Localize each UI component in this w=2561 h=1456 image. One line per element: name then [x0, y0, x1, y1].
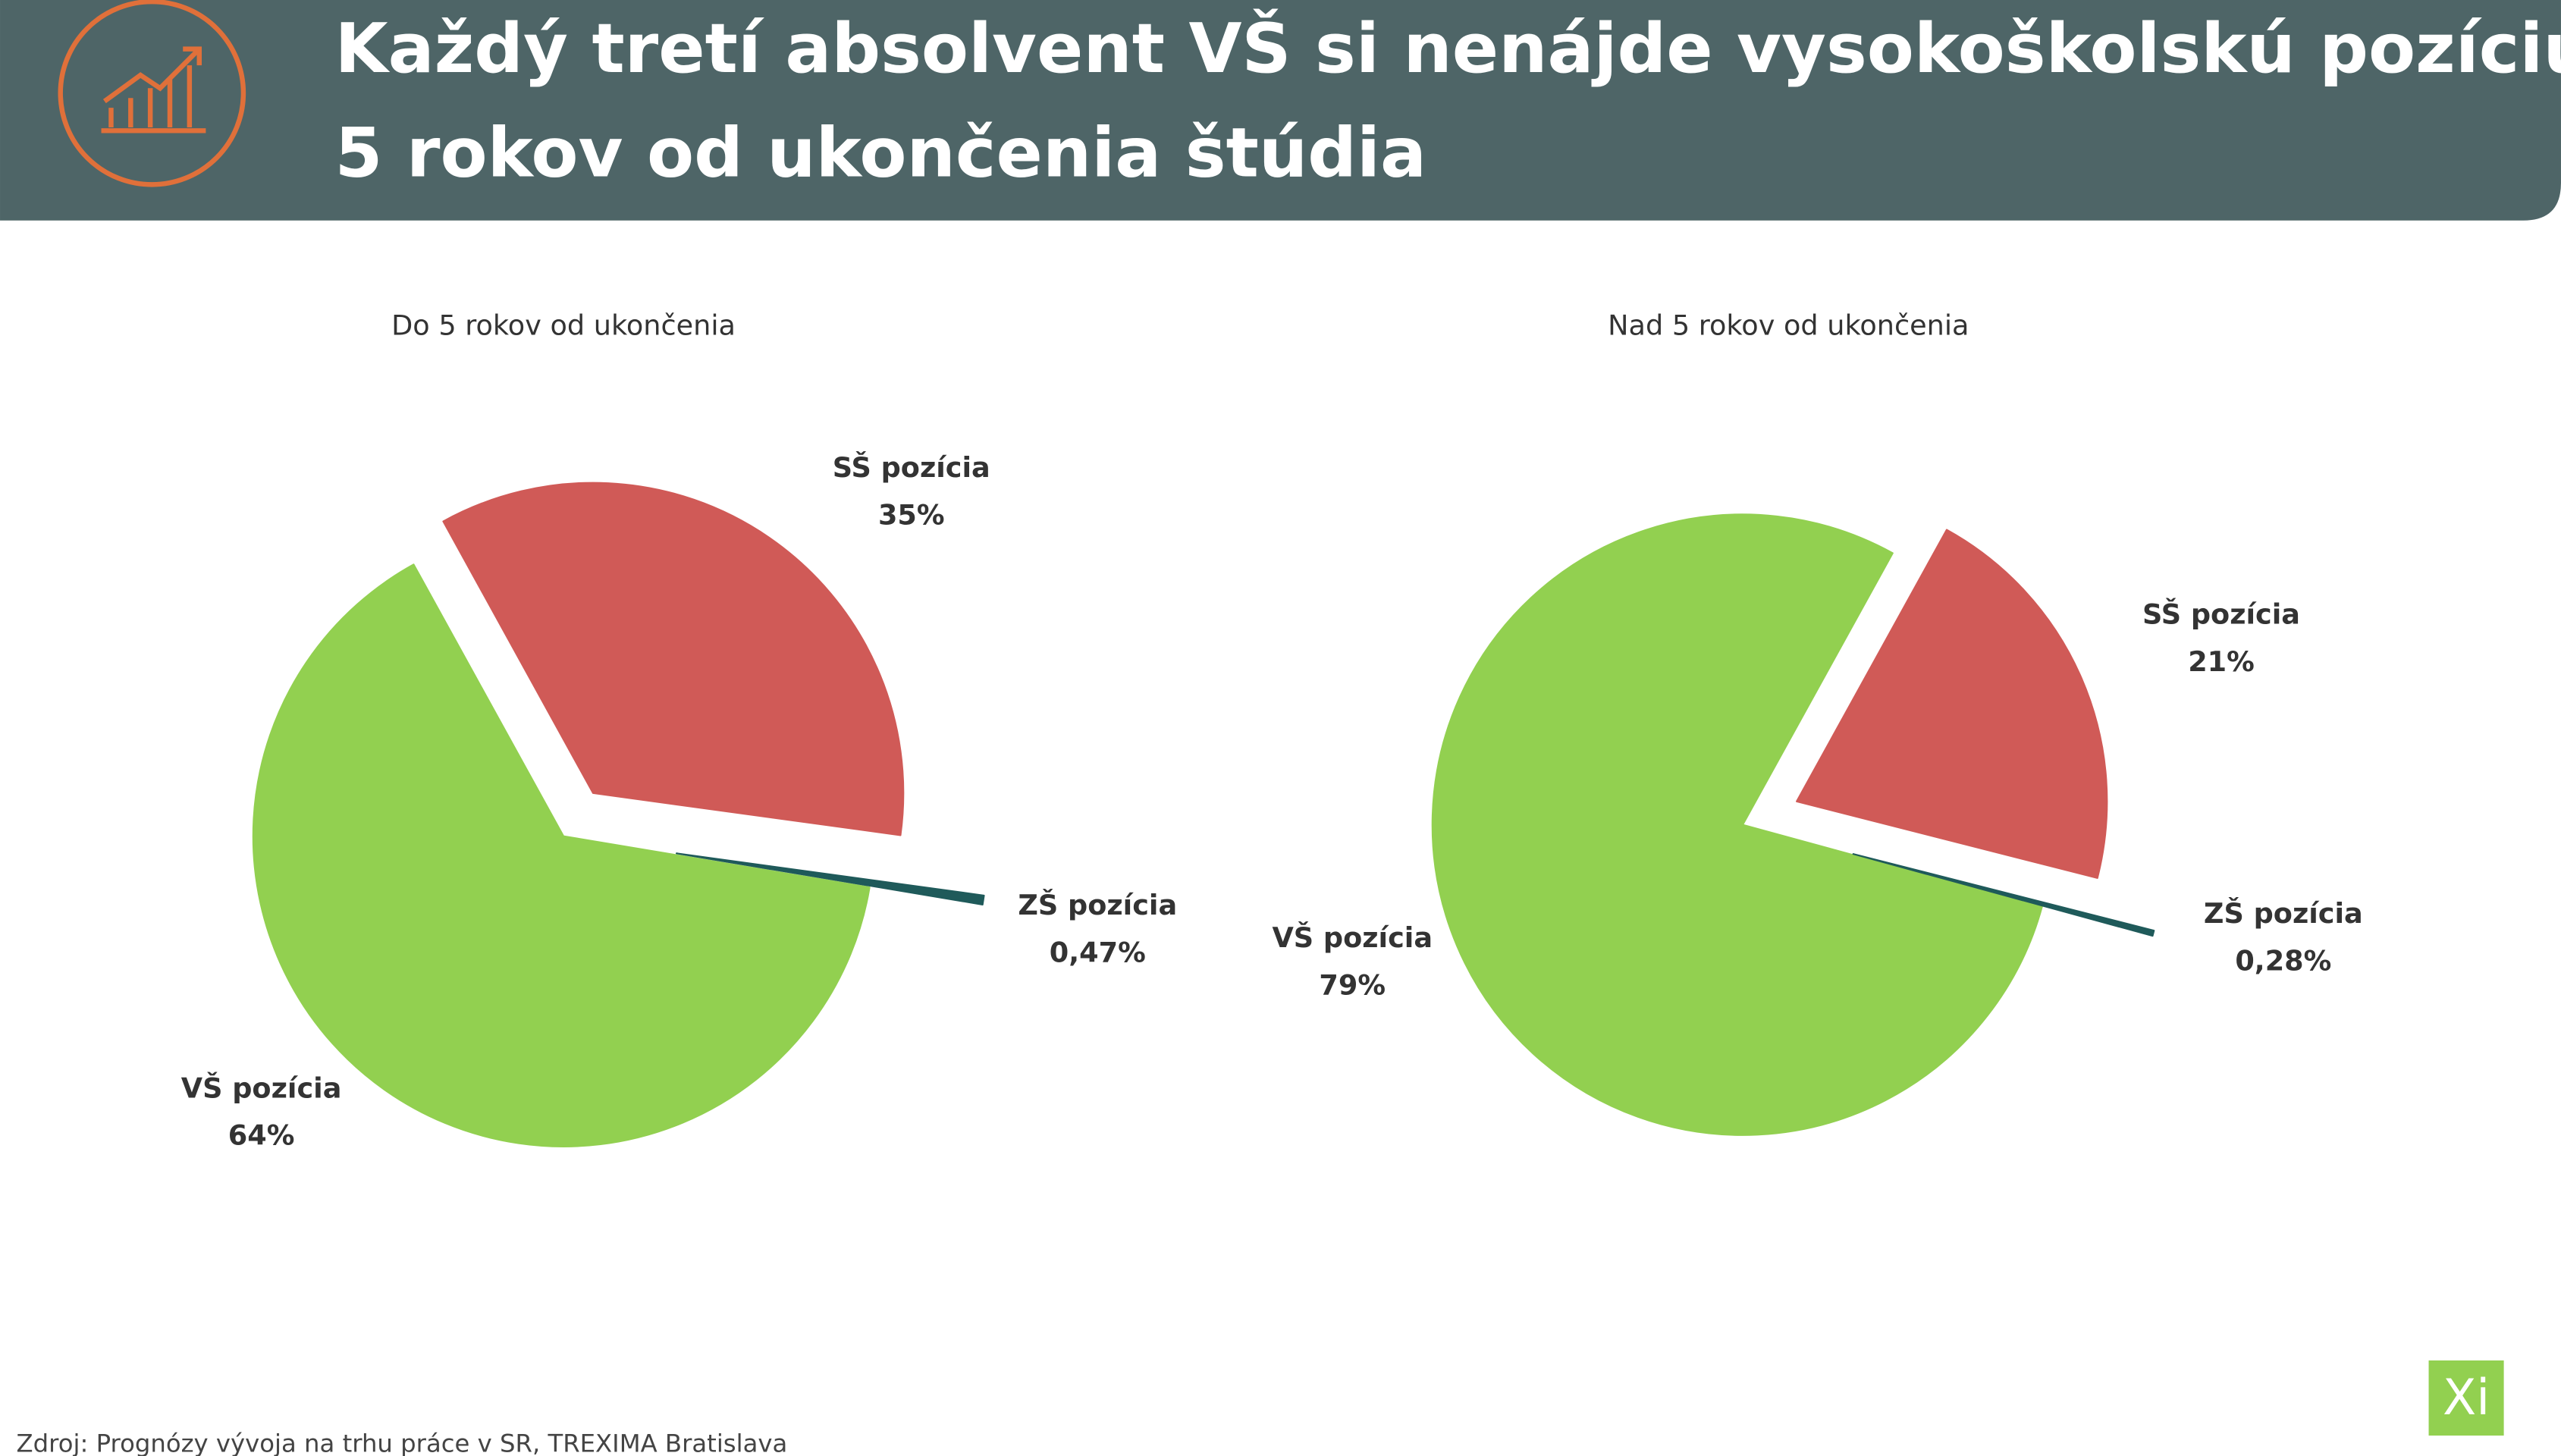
slice-label: VŠ pozícia — [181, 1071, 342, 1104]
slice-label: VŠ pozícia — [1272, 921, 1433, 954]
source-note: Zdroj: Prognózy vývoja na trhu práce v S… — [17, 1429, 788, 1456]
header-title: 5 rokov od ukončenia štúdia — [335, 114, 1426, 193]
pie-slice — [1796, 529, 2108, 879]
header-icon — [58, 0, 246, 187]
slice-label: ZŠ pozícia — [2204, 896, 2363, 930]
logo-text: Xi — [2443, 1370, 2490, 1426]
slice-value-label: 0,47% — [1050, 937, 1146, 969]
pie-slice — [252, 563, 871, 1147]
slice-value-label: 79% — [1319, 969, 1386, 1002]
pie-slice — [1852, 853, 2155, 937]
pie-slice — [1431, 513, 2043, 1136]
slice-label: SŠ pozícia — [833, 450, 990, 484]
header-band — [0, 0, 2561, 221]
slice-value-label: 35% — [878, 498, 945, 531]
charts: Do 5 rokov od ukončenia VŠ pozícia 64% SŠ p… — [181, 309, 2363, 1152]
slice-label: ZŠ pozícia — [1018, 888, 1177, 921]
slice-value-label: 0,28% — [2235, 944, 2331, 977]
slice-value-label: 21% — [2188, 645, 2255, 678]
slice-value-label: 64% — [228, 1119, 295, 1152]
pie-slice — [676, 852, 985, 905]
pie-slice — [442, 482, 905, 836]
chart-title: Nad 5 rokov od ukončenia — [1608, 309, 1969, 342]
logo — [2428, 1360, 2504, 1436]
header-title: Každý tretí absolvent VŠ si nenájde vyso… — [335, 8, 2561, 89]
chart-title: Do 5 rokov od ukončenia — [391, 309, 736, 342]
slice-label: SŠ pozícia — [2142, 598, 2300, 631]
